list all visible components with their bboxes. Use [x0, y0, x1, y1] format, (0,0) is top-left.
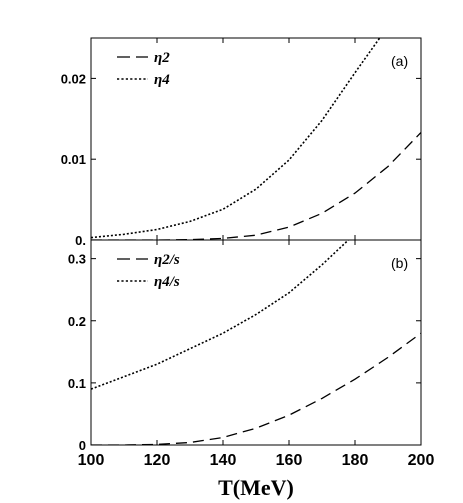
- y-tick-label: 0.1: [68, 376, 86, 391]
- plot-frame: [90, 37, 422, 241]
- y-tick-label: 0.02: [61, 71, 86, 86]
- panel-b: 100 120 140 160 180 200 0 0.1 0.2 0.3 (b) η2/s η4/s: [68, 239, 435, 469]
- y-tick-label: 0: [79, 438, 86, 453]
- series-line: [91, 132, 421, 240]
- x-axis-label: T(MeV): [218, 475, 294, 500]
- y-tick-label: 0.: [75, 233, 86, 248]
- legend-label: η4/s: [154, 274, 180, 290]
- panel-tag: (a): [391, 53, 408, 69]
- series-line: [91, 240, 349, 390]
- panel-tag: (b): [391, 255, 408, 271]
- y-tick-label: 0.01: [61, 152, 86, 167]
- x-tick-label: 200: [408, 452, 435, 469]
- series-line: [91, 38, 381, 239]
- panel-a: 0. 0.01 0.02 (a) η2 η4: [61, 37, 422, 248]
- x-tick-label: 100: [78, 452, 105, 469]
- y-tick-label: 0.3: [68, 252, 86, 267]
- x-tick-label: 180: [342, 452, 369, 469]
- plot-frame: [90, 239, 422, 446]
- x-tick-label: 140: [210, 452, 237, 469]
- y-tick-label: 0.2: [68, 314, 86, 329]
- legend-label: η4: [154, 72, 170, 88]
- x-tick-label: 120: [144, 452, 171, 469]
- legend-label: η2: [154, 50, 170, 66]
- series-line: [91, 332, 421, 445]
- legend-label: η2/s: [154, 252, 180, 268]
- x-tick-label: 160: [276, 452, 303, 469]
